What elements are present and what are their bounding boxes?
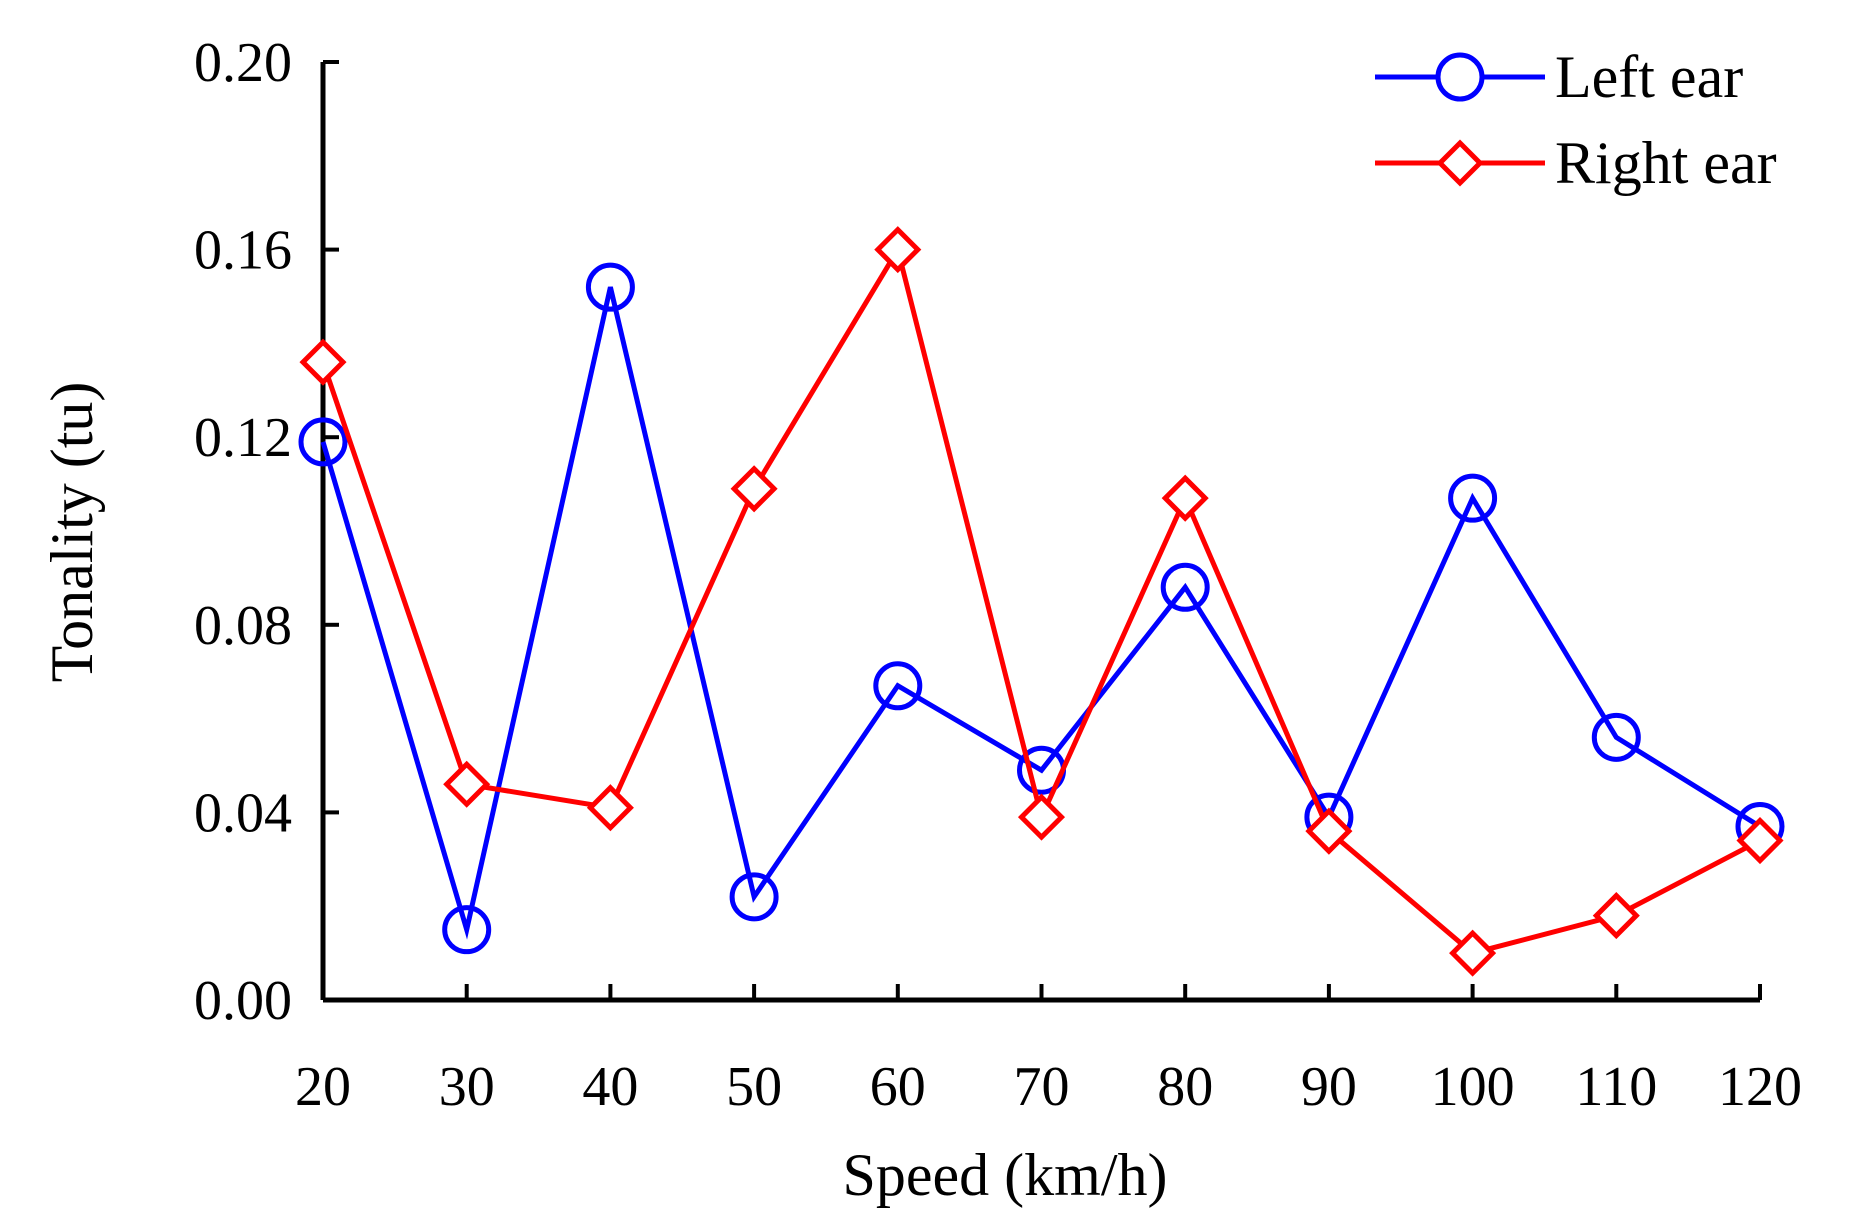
x-tick-label-80: 80 [1157, 1056, 1213, 1118]
y-axis-title: Tonality (tu) [39, 382, 105, 683]
series-left-ear [298, 262, 1785, 955]
point-left-ear-40 [585, 262, 635, 312]
x-tick-label-120: 120 [1718, 1056, 1802, 1118]
point-right-ear-120 [1736, 817, 1784, 865]
legend-label-left-ear: Left ear [1555, 44, 1743, 110]
legend-item-right-ear: Right ear [1375, 130, 1777, 196]
series-line-left-ear [320, 286, 1762, 940]
point-left-ear-30 [442, 905, 492, 955]
x-tick-label-60: 60 [870, 1056, 926, 1118]
point-left-ear-20 [298, 417, 348, 467]
point-right-ear-50 [730, 465, 778, 513]
y-tick-label-0.00: 0.00 [194, 970, 292, 1032]
x-tick-label-20: 20 [295, 1056, 351, 1118]
y-ticks: 0.00 0.04 0.08 0.12 0.16 0.20 [194, 32, 339, 1032]
point-right-ear-100 [1449, 929, 1497, 977]
y-tick-label-0.04: 0.04 [194, 782, 292, 844]
x-tick-label-70: 70 [1014, 1056, 1070, 1118]
x-tick-label-30: 30 [439, 1056, 495, 1118]
point-left-ear-60 [873, 661, 923, 711]
legend-item-left-ear: Left ear [1375, 44, 1743, 110]
legend-label-right-ear: Right ear [1555, 130, 1777, 196]
x-tick-label-90: 90 [1301, 1056, 1357, 1118]
point-right-ear-30 [443, 760, 491, 808]
y-tick-label-0.20: 0.20 [194, 32, 292, 94]
x-tick-label-40: 40 [582, 1056, 638, 1118]
point-right-ear-90 [1305, 807, 1353, 855]
x-ticks: 20 30 40 50 60 70 80 90 100 110 120 [295, 984, 1802, 1118]
y-tick-label-0.12: 0.12 [194, 407, 292, 469]
y-tick-label-0.08: 0.08 [194, 595, 292, 657]
point-right-ear-110 [1592, 892, 1640, 940]
axes: 20 30 40 50 60 70 80 90 100 110 120 0.000.040.080.… [194, 32, 1802, 1118]
point-right-ear-80 [1161, 474, 1209, 522]
x-axis-title: Speed (km/h) [843, 1142, 1168, 1208]
legend-swatch-right-ear-marker [1436, 139, 1484, 187]
point-left-ear-100 [1448, 473, 1498, 523]
legend: Left ear Right ear [1375, 44, 1777, 196]
x-tick-label-50: 50 [726, 1056, 782, 1118]
point-left-ear-50 [729, 872, 779, 922]
x-tick-label-110: 110 [1575, 1056, 1657, 1118]
y-tick-label-0.16: 0.16 [194, 220, 292, 282]
point-right-ear-60 [874, 226, 922, 274]
series [298, 226, 1785, 977]
point-left-ear-80 [1160, 562, 1210, 612]
point-right-ear-20 [299, 338, 347, 386]
point-right-ear-70 [1017, 793, 1066, 841]
x-tick-label-100: 100 [1431, 1056, 1515, 1118]
series-right-ear [299, 226, 1784, 977]
legend-swatch-left-ear-marker [1435, 52, 1485, 102]
point-right-ear-40 [586, 784, 634, 832]
point-left-ear-110 [1591, 712, 1641, 762]
